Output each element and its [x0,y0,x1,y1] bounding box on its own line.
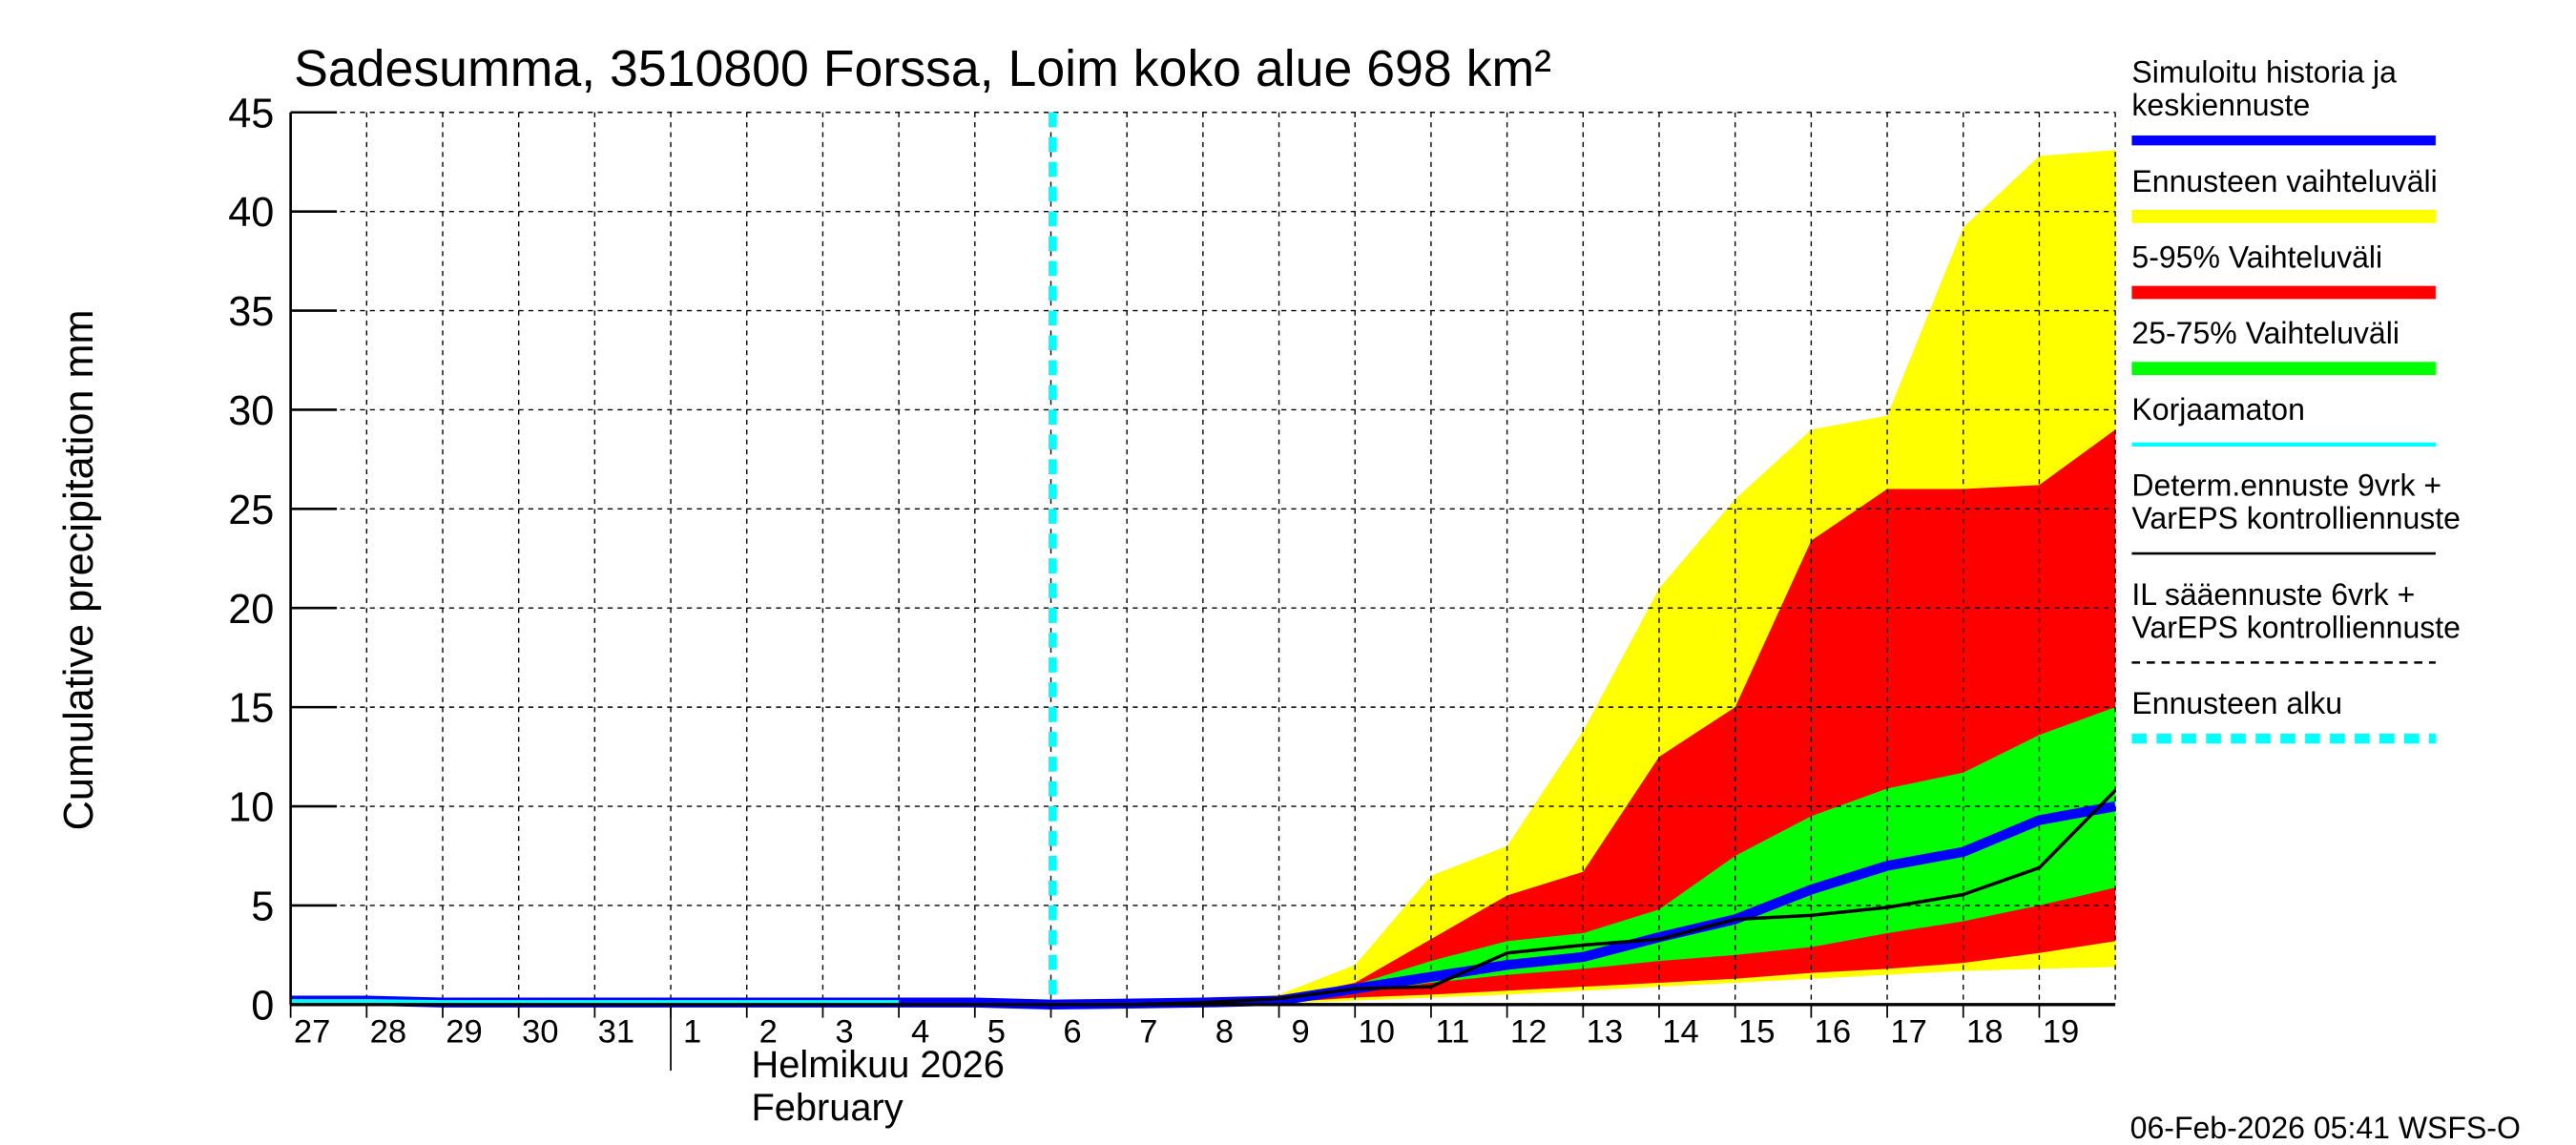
bands-layer [1050,150,2116,1005]
y-tick-label: 40 [228,190,274,236]
legend-label: VarEPS kontrolliennuste [2131,610,2461,644]
chart-title: Sadesumma, 3510800 Forssa, Loim koko alu… [294,40,1551,97]
x-tick-label: 15 [1738,1014,1775,1051]
legend-label: Korjaamaton [2131,392,2304,427]
x-tick-label: 31 [598,1014,634,1051]
legend-label: VarEPS kontrolliennuste [2131,501,2461,535]
y-tick-label: 30 [228,388,274,434]
y-tick-label: 25 [228,488,274,533]
lines-layer [290,112,2117,1010]
month-label-fi: Helmikuu 2026 [752,1044,1005,1086]
y-tick-label: 0 [251,983,274,1029]
legend-label: keskiennuste [2131,88,2310,122]
series-korjaamaton [290,999,900,1006]
band-25-75-vaihteluv-li [1050,707,2116,1005]
x-tick-label: 3 [835,1014,853,1051]
x-tick-label: 18 [1966,1014,2003,1051]
x-tick-label: 12 [1510,1014,1547,1051]
x-tick-label: 14 [1662,1014,1698,1051]
x-tick-label: 6 [1063,1014,1081,1051]
month-label-en: February [752,1087,904,1129]
x-tick-label: 1 [683,1014,701,1051]
x-tick-label: 9 [1291,1014,1309,1051]
y-tick-label: 10 [228,785,274,831]
footer-timestamp: 06-Feb-2026 05:41 WSFS-O [2130,1111,2521,1145]
x-tick-label: 7 [1139,1014,1157,1051]
x-tick-label: 27 [294,1014,330,1051]
y-tick-label: 20 [228,587,274,633]
x-tick-label: 28 [370,1014,406,1051]
x-tick-label: 10 [1359,1014,1395,1051]
y-tick-label: 15 [228,686,274,732]
x-tick-label: 17 [1890,1014,1926,1051]
legend-label: Ennusteen vaihteluväli [2131,164,2437,198]
legend-label: Ennusteen alku [2131,686,2342,720]
x-tick-label: 29 [446,1014,482,1051]
legend-label: 25-75% Vaihteluväli [2131,316,2399,350]
y-tick-label: 5 [251,884,274,929]
legend-label: IL sääennuste 6vrk + [2131,577,2415,612]
y-tick-label: 45 [228,91,274,136]
y-tick-label: 35 [228,289,274,335]
x-tick-label: 2 [759,1014,778,1051]
series-determ-ennuste-9vrk-vareps-kontrolliennuste [1050,789,2117,1007]
x-tick-label: 5 [987,1014,1006,1051]
legend-label: Simuloitu historia ja [2131,55,2397,90]
x-tick-label: 13 [1587,1014,1623,1051]
x-tick-label: 19 [2043,1014,2079,1051]
x-tick-label: 16 [1815,1014,1851,1051]
x-tick-label: 8 [1215,1014,1234,1051]
y-axis-label: Cumulative precipitation mm [56,309,102,830]
legend-label: 5-95% Vaihteluväli [2131,240,2382,275]
x-tick-label: 11 [1435,1014,1469,1051]
legend-label: Determ.ennuste 9vrk + [2131,468,2441,502]
x-tick-label: 30 [522,1014,558,1051]
x-tick-label: 4 [911,1014,929,1051]
